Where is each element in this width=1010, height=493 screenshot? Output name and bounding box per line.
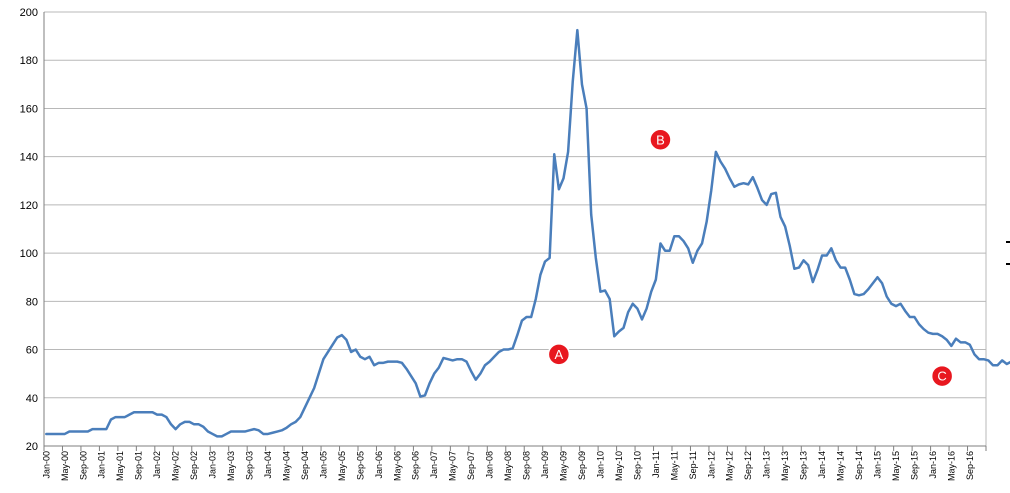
x-tick-label: Jan-07 [429,451,439,479]
x-tick-label: Sep-01 [134,451,144,480]
x-tick-label: Sep-14 [854,451,864,480]
x-tick-label: May-13 [780,451,790,481]
x-tick-label: May-04 [281,451,291,481]
gridlines [44,11,987,446]
x-axis-tick-labels: Jan-00 May-00 Sep-00 Jan-01 May-01 Sep-01 Jan-… [41,451,975,481]
x-tick-label: May-08 [503,451,513,481]
x-tick-label: Sep-08 [522,451,532,480]
x-tick-label: Jan-15 [872,451,882,479]
x-tick-label: Jan-11 [651,451,661,478]
x-tick-label: Sep-10 [632,451,642,480]
annotation-markers: A B C [547,128,954,388]
annotation-marker-b: B [649,128,672,152]
y-tick-label: 140 [20,152,38,164]
x-tick-label: Jan-00 [41,451,51,479]
x-tick-label: May-07 [448,451,458,481]
x-tick-label: Jan-03 [208,451,218,479]
y-tick-label: 120 [20,200,38,212]
x-tick-label: Sep-16 [965,451,975,480]
x-tick-label: Jan-08 [485,451,495,479]
x-tick-label: Sep-06 [411,451,421,480]
x-tick-label: May-06 [392,451,402,481]
y-tick-label: 180 [20,55,38,67]
x-tick-label: May-02 [171,451,181,481]
x-tick-label: Sep-12 [743,451,753,480]
marker-circle [547,343,571,366]
x-tick-label: Sep-11 [688,451,698,479]
marker-label: C [937,369,946,384]
y-tick-label: 60 [26,345,38,357]
x-tick-label: Sep-13 [799,451,809,480]
x-tick-label: May-11 [669,451,679,480]
y-tick-label: 20 [26,441,38,453]
marker-label: B [656,132,665,147]
x-tick-label: May-05 [337,451,347,481]
x-tick-label: Sep-04 [300,451,310,480]
x-tick-label: Jan-04 [263,451,273,479]
x-tick-label: Jan-06 [374,451,384,479]
y-tick-label: 100 [20,248,38,260]
x-tick-label: Sep-09 [577,451,587,480]
x-tick-label: Jan-13 [762,451,772,479]
x-tick-label: May-12 [725,451,735,481]
x-tick-label: Jan-01 [97,451,107,479]
x-tick-label: May-01 [115,451,125,481]
x-tick-label: Sep-02 [189,451,199,480]
y-axis-tick-labels: 20 40 60 80 100 120 140 160 180 200 [20,7,38,453]
y-tick-label: 40 [26,393,38,405]
x-tick-label: Sep-07 [466,451,476,480]
x-tick-label: May-00 [60,451,70,481]
x-tick-label: Sep-03 [244,451,254,480]
x-tick-label: May-09 [558,451,568,481]
y-tick-label: 160 [20,103,38,115]
x-tick-label: May-14 [836,451,846,481]
x-tick-label: Sep-00 [78,451,88,480]
x-tick-label: May-10 [614,451,624,481]
x-tick-label: May-16 [946,451,956,481]
series-line [45,28,1010,438]
x-tick-label: Sep-05 [355,451,365,480]
marker-circle [649,128,672,152]
y-tick-label: 200 [20,7,38,19]
x-tick-label: Jan-09 [540,451,550,479]
x-tick-label: Sep-15 [909,451,919,480]
annotation-marker-a: A [547,343,571,366]
x-tick-label: Jan-10 [595,451,605,479]
x-tick-label: May-15 [891,451,901,481]
marker-circle [930,364,954,388]
x-tick-label: Jan-12 [706,451,716,479]
y-tick-label: 80 [26,296,38,308]
x-tick-label: Jan-02 [152,451,162,479]
x-tick-label: Jan-05 [318,451,328,479]
x-tick-label: Jan-14 [817,451,827,479]
annotation-marker-c: C [930,364,954,388]
x-tick-label: Jan-16 [928,451,938,479]
marker-label: A [555,347,564,362]
x-axis-tick-marks [43,446,987,451]
x-tick-label: May-03 [226,451,236,481]
